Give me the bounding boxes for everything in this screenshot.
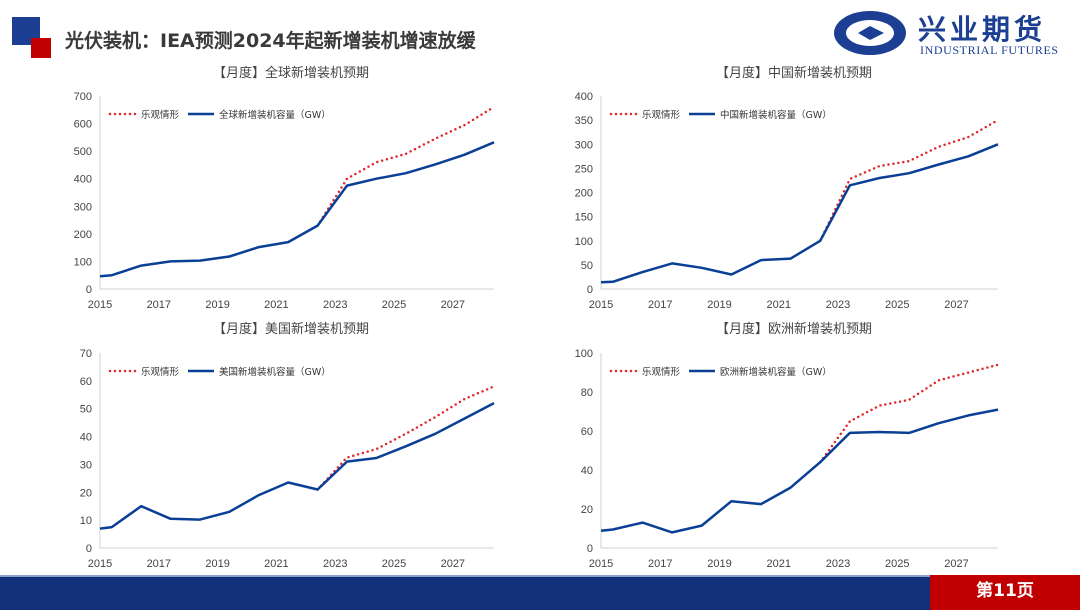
- brand-square-red: [31, 38, 51, 58]
- x-tick-label: 2017: [147, 299, 171, 311]
- y-tick-label: 500: [74, 146, 92, 158]
- x-tick-label: 2023: [323, 558, 347, 570]
- y-tick-label: 250: [575, 163, 593, 175]
- x-tick-label: 2027: [441, 299, 465, 311]
- series-line-optimistic: [316, 105, 496, 227]
- series-line-actual: [99, 401, 495, 530]
- legend-label: 欧洲新增装机容量（GW）: [720, 366, 832, 378]
- y-tick-label: 0: [86, 284, 92, 296]
- x-tick-label: 2021: [767, 299, 791, 311]
- logo-text-cn: 兴业期货: [918, 13, 1047, 46]
- x-tick-label: 2025: [885, 299, 909, 311]
- y-tick-label: 40: [581, 465, 593, 477]
- y-tick-label: 50: [581, 260, 593, 272]
- x-tick-label: 2025: [885, 558, 909, 570]
- series-line-actual: [600, 408, 999, 534]
- x-tick-label: 2017: [648, 558, 672, 570]
- x-tick-label: 2023: [826, 299, 850, 311]
- y-tick-label: 400: [74, 174, 92, 186]
- legend-label: 全球新增装机容量（GW）: [219, 109, 331, 121]
- page-title: 光伏装机：IEA预测2024年起新增装机增速放缓: [65, 30, 476, 52]
- x-tick-label: 2015: [88, 299, 112, 311]
- x-tick-label: 2017: [147, 558, 171, 570]
- x-tick-label: 2019: [205, 558, 229, 570]
- series-line-optimistic: [818, 118, 1000, 243]
- x-tick-label: 2027: [441, 558, 465, 570]
- series-line-optimistic: [818, 363, 1000, 464]
- y-tick-label: 30: [80, 459, 92, 471]
- y-tick-label: 300: [575, 139, 593, 151]
- y-tick-label: 60: [80, 376, 92, 388]
- y-tick-label: 600: [74, 119, 92, 131]
- x-tick-label: 2027: [944, 558, 968, 570]
- y-tick-label: 0: [587, 543, 593, 555]
- x-tick-label: 2019: [205, 299, 229, 311]
- y-tick-label: 200: [575, 188, 593, 200]
- y-tick-label: 100: [575, 348, 593, 360]
- y-tick-label: 100: [575, 236, 593, 248]
- x-tick-label: 2023: [826, 558, 850, 570]
- y-tick-label: 50: [80, 404, 92, 416]
- x-tick-label: 2015: [589, 299, 613, 311]
- legend-label: 中国新增装机容量（GW）: [720, 109, 832, 121]
- y-tick-label: 70: [80, 348, 92, 360]
- y-tick-label: 0: [587, 284, 593, 296]
- legend-label: 乐观情形: [141, 366, 180, 378]
- y-tick-label: 10: [80, 515, 92, 527]
- y-tick-label: 200: [74, 229, 92, 241]
- x-tick-label: 2023: [323, 299, 347, 311]
- x-tick-label: 2021: [264, 299, 288, 311]
- y-tick-label: 100: [74, 256, 92, 268]
- y-tick-label: 150: [575, 212, 593, 224]
- series-line-actual: [99, 141, 495, 278]
- chart-title-china: 【月度】中国新增装机预期: [716, 66, 873, 81]
- legend-label: 美国新增装机容量（GW）: [219, 366, 331, 378]
- chart-title-europe: 【月度】欧洲新增装机预期: [716, 322, 873, 337]
- x-tick-label: 2025: [382, 299, 406, 311]
- y-tick-label: 700: [74, 91, 92, 103]
- y-tick-label: 400: [575, 91, 593, 103]
- x-tick-label: 2015: [589, 558, 613, 570]
- page-number: 第11页: [930, 575, 1080, 610]
- y-tick-label: 40: [80, 432, 92, 444]
- y-tick-label: 60: [581, 426, 593, 438]
- x-tick-label: 2025: [382, 558, 406, 570]
- logo-emblem-icon: [834, 11, 906, 55]
- x-tick-label: 2021: [767, 558, 791, 570]
- series-line-optimistic: [316, 385, 496, 491]
- y-tick-label: 20: [80, 487, 92, 499]
- logo: 兴业期货 INDUSTRIAL FUTURES: [830, 6, 1070, 60]
- x-tick-label: 2019: [707, 299, 731, 311]
- y-tick-label: 350: [575, 115, 593, 127]
- y-tick-label: 20: [581, 504, 593, 516]
- footer-bar: [0, 575, 1080, 610]
- legend-label: 乐观情形: [642, 109, 681, 121]
- y-tick-label: 0: [86, 543, 92, 555]
- logo-text-en: INDUSTRIAL FUTURES: [920, 43, 1059, 57]
- x-tick-label: 2017: [648, 299, 672, 311]
- x-tick-label: 2027: [944, 299, 968, 311]
- y-tick-label: 80: [581, 387, 593, 399]
- legend-label: 乐观情形: [141, 109, 180, 121]
- x-tick-label: 2021: [264, 558, 288, 570]
- x-tick-label: 2019: [707, 558, 731, 570]
- y-tick-label: 300: [74, 201, 92, 213]
- legend-label: 乐观情形: [642, 366, 681, 378]
- x-tick-label: 2015: [88, 558, 112, 570]
- chart-title-global: 【月度】全球新增装机预期: [213, 66, 370, 81]
- series-line-actual: [600, 143, 999, 284]
- chart-title-us: 【月度】美国新增装机预期: [213, 322, 370, 337]
